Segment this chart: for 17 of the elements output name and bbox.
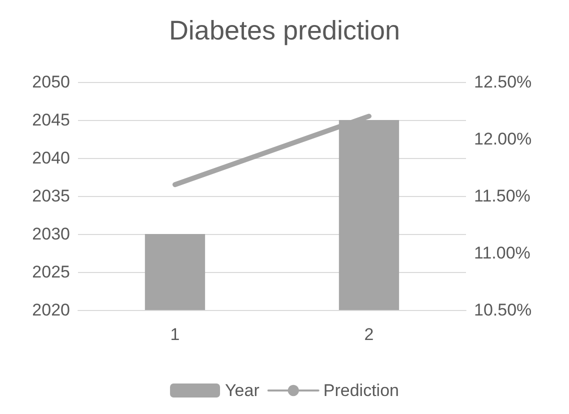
legend-label: Prediction	[323, 381, 399, 400]
y-tick-label: 2020	[32, 300, 70, 320]
y2-tick-label: 11.50%	[474, 186, 530, 206]
chart-title: Diabetes prediction	[168, 16, 400, 46]
y-tick-label: 2045	[32, 110, 70, 130]
y-tick-label: 2050	[32, 72, 70, 92]
y2-tick-label: 12.00%	[474, 130, 532, 148]
legend-label: Year	[225, 381, 260, 400]
y-tick-label: 2035	[32, 186, 70, 206]
y-tick-label: 2025	[32, 262, 70, 282]
x-tick-label: 2	[364, 325, 374, 344]
y-tick-label: 2030	[32, 224, 70, 244]
x-tick-label: 1	[170, 325, 180, 344]
y2-tick-label: 12.50%	[474, 72, 532, 92]
y2-tick-label: 11.00%	[474, 244, 530, 262]
y-tick-label: 2040	[32, 148, 70, 168]
y2-tick-label: 10.50%	[474, 300, 532, 320]
